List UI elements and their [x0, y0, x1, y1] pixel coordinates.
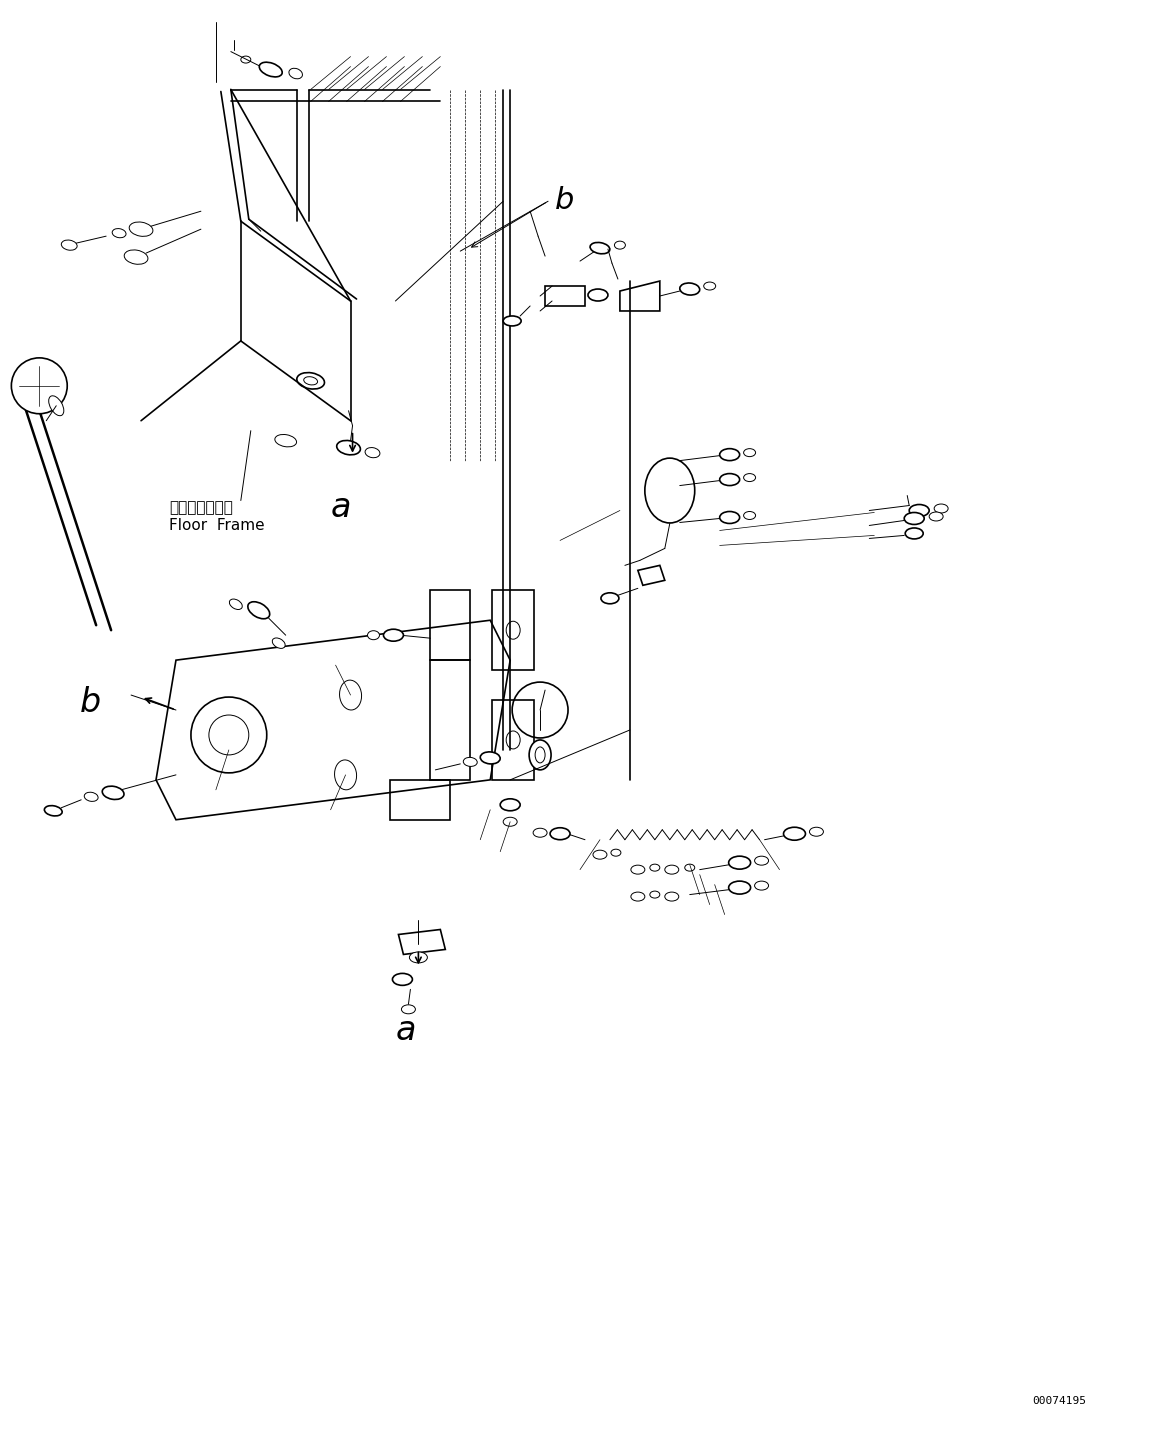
Ellipse shape [259, 62, 283, 76]
Ellipse shape [533, 828, 547, 837]
Ellipse shape [680, 283, 700, 295]
Ellipse shape [272, 638, 285, 649]
Ellipse shape [809, 827, 823, 837]
Ellipse shape [337, 440, 361, 454]
Ellipse shape [504, 316, 521, 326]
Ellipse shape [720, 449, 740, 460]
Ellipse shape [934, 503, 948, 513]
Ellipse shape [755, 881, 769, 890]
Ellipse shape [384, 630, 404, 641]
Ellipse shape [729, 881, 750, 894]
Ellipse shape [630, 892, 644, 902]
Ellipse shape [44, 805, 62, 815]
Ellipse shape [720, 473, 740, 486]
Ellipse shape [650, 892, 659, 899]
Ellipse shape [665, 866, 679, 874]
Ellipse shape [401, 1005, 415, 1014]
Ellipse shape [755, 856, 769, 866]
Ellipse shape [529, 741, 551, 769]
Ellipse shape [704, 282, 715, 290]
Text: 00074195: 00074195 [1032, 1396, 1086, 1406]
Text: a: a [395, 1014, 416, 1047]
Ellipse shape [550, 828, 570, 840]
Ellipse shape [463, 758, 477, 766]
Ellipse shape [601, 592, 619, 604]
Ellipse shape [909, 505, 929, 516]
Ellipse shape [84, 792, 98, 801]
Text: フロアフレーム: フロアフレーム [169, 500, 233, 516]
Ellipse shape [368, 631, 379, 640]
Text: b: b [555, 187, 575, 216]
Ellipse shape [49, 395, 64, 416]
Ellipse shape [685, 864, 694, 871]
Ellipse shape [743, 449, 756, 457]
Ellipse shape [288, 68, 302, 79]
Ellipse shape [720, 512, 740, 523]
Text: b: b [80, 686, 101, 719]
Text: a: a [330, 490, 351, 523]
Text: Floor  Frame: Floor Frame [169, 519, 265, 533]
Ellipse shape [611, 850, 621, 856]
Ellipse shape [588, 289, 608, 301]
Bar [492, 591, 534, 670]
Ellipse shape [229, 600, 242, 610]
Ellipse shape [743, 512, 756, 519]
Ellipse shape [743, 473, 756, 482]
Ellipse shape [590, 243, 609, 253]
Ellipse shape [729, 856, 750, 869]
Bar [492, 700, 534, 779]
Ellipse shape [650, 864, 659, 871]
Ellipse shape [392, 974, 413, 985]
Ellipse shape [365, 447, 380, 457]
Ellipse shape [480, 752, 500, 764]
Ellipse shape [593, 850, 607, 858]
Ellipse shape [248, 601, 270, 618]
Circle shape [12, 358, 67, 414]
Ellipse shape [665, 892, 679, 902]
Ellipse shape [504, 817, 518, 827]
Ellipse shape [929, 512, 943, 521]
Ellipse shape [409, 952, 427, 963]
Ellipse shape [784, 827, 806, 840]
Ellipse shape [500, 798, 520, 811]
Ellipse shape [614, 242, 626, 249]
Ellipse shape [904, 512, 925, 525]
Ellipse shape [905, 528, 923, 539]
Ellipse shape [630, 866, 644, 874]
Ellipse shape [102, 787, 124, 800]
